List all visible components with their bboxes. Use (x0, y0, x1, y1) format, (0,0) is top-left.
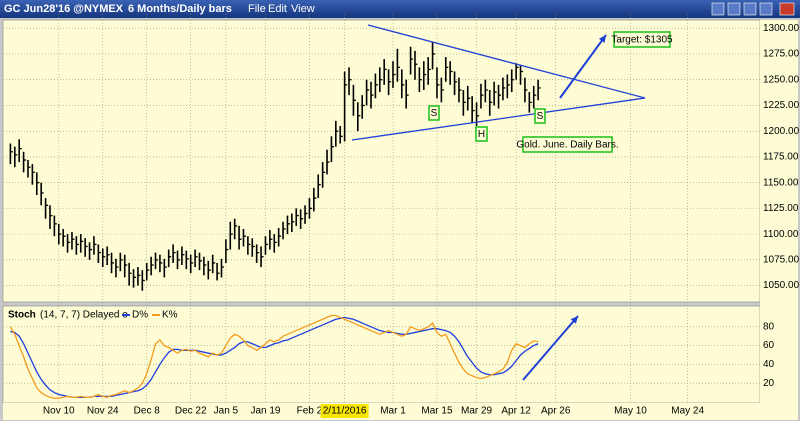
annotation-box (428, 105, 440, 121)
annotation: H (478, 129, 485, 140)
annotation-box (475, 126, 488, 142)
y-tick-label: 1200.00 (763, 126, 800, 137)
x-tick-label: Mar 1 (380, 406, 406, 417)
window-button[interactable] (743, 2, 757, 16)
panel-title: Stoch (8, 310, 36, 321)
legend-box (4, 309, 176, 321)
y-tick-label: 80 (763, 321, 775, 332)
y-tick-label: 1300.00 (763, 23, 800, 34)
y-tick-label: 60 (763, 340, 775, 351)
triangle-line (351, 97, 646, 141)
annotation: S (431, 108, 438, 119)
y-tick-label: 1175.00 (763, 152, 799, 163)
x-tick-label: Dec 22 (175, 406, 207, 417)
arrow-head (598, 35, 606, 43)
y-tick-label: 20 (763, 378, 775, 389)
y-tick-label: 1050.00 (763, 280, 800, 291)
y-tick-label: 1150.00 (763, 177, 799, 188)
menu-edit[interactable]: Edit (268, 3, 287, 15)
axis-panel (760, 20, 798, 403)
x-tick-label: May 10 (614, 406, 647, 417)
period: 6 Months/Daily bars (128, 3, 232, 15)
stoch-line (10, 316, 539, 398)
menu-file[interactable]: File (248, 3, 266, 15)
annotation-box (534, 108, 546, 124)
y-tick-label: 1125.00 (763, 203, 799, 214)
x-axis-panel (3, 403, 798, 420)
y-tick-label: 1275.00 (763, 49, 800, 60)
menu-view[interactable]: View (291, 3, 315, 15)
annotation-box (613, 31, 671, 48)
arrow-line (522, 315, 579, 381)
y-tick-label: 1100.00 (763, 229, 799, 240)
y-tick-label: 1225.00 (763, 100, 800, 111)
price-panel (2, 19, 761, 303)
y-tick-label: 1075.00 (763, 254, 800, 265)
x-tick-label: May 24 (671, 406, 704, 417)
arrow-line (559, 34, 607, 99)
panel-params: (14, 7, 7) Delayed e (40, 310, 128, 321)
x-tick-label: 2/11/2016 (323, 406, 367, 417)
x-tick-label: Jan 19 (250, 406, 280, 417)
cursor-highlight (320, 404, 369, 418)
annotation: Gold. June. Daily Bars. (516, 140, 618, 151)
x-tick-label: Feb 2 (297, 406, 323, 417)
window-button[interactable] (727, 2, 741, 16)
y-tick-label: 40 (763, 359, 775, 370)
x-tick-label: Apr 12 (501, 406, 531, 417)
annotation: Target: $1305 (611, 35, 673, 46)
window-button[interactable] (711, 2, 725, 16)
x-tick-label: Apr 26 (541, 406, 571, 417)
window-button[interactable] (759, 2, 773, 16)
legend-label: K% (162, 310, 178, 321)
y-tick-label: 1250.00 (763, 74, 800, 85)
x-tick-label: Jan 5 (214, 406, 239, 417)
annotation: S (537, 111, 544, 122)
symbol: GC Jun28'16 @NYMEX (4, 3, 124, 15)
title-bar (0, 0, 800, 18)
arrow-head (570, 316, 578, 324)
x-tick-label: Mar 29 (461, 406, 493, 417)
stoch-line (9, 314, 539, 399)
triangle-line (367, 24, 646, 99)
x-tick-label: Dec 8 (134, 406, 161, 417)
x-tick-label: Nov 10 (43, 406, 75, 417)
legend-label: D% (132, 310, 148, 321)
annotation-box (522, 136, 613, 153)
x-tick-label: Mar 15 (421, 406, 453, 417)
x-tick-label: Nov 24 (87, 406, 119, 417)
close-button[interactable] (779, 2, 795, 16)
